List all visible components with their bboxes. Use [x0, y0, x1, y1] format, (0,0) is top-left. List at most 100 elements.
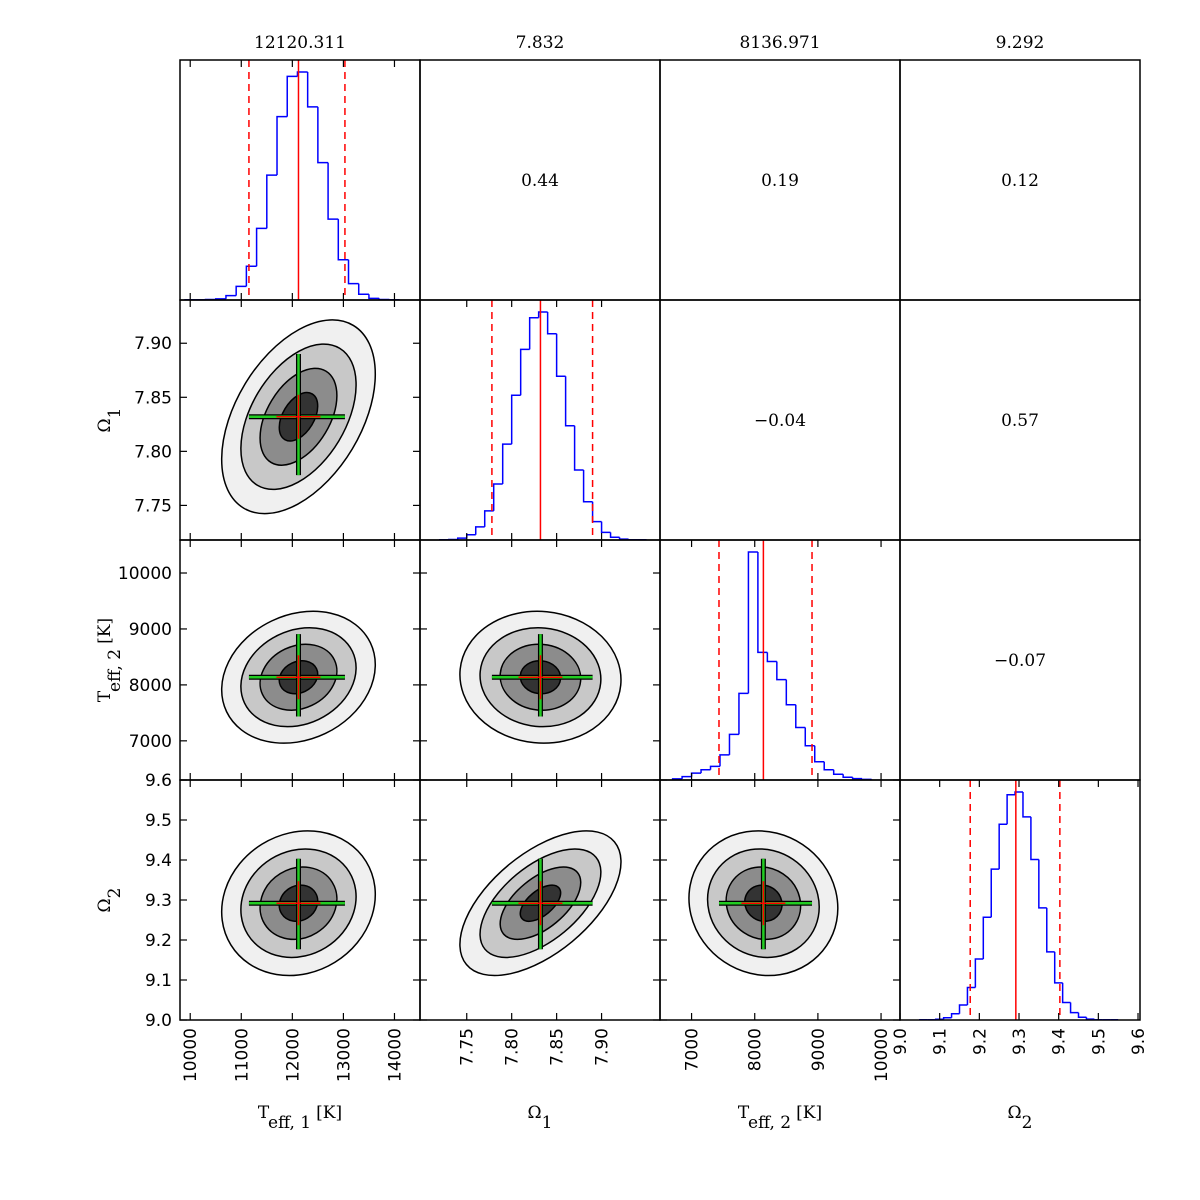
y-tick-label: 7000	[129, 732, 172, 752]
hist-step	[990, 868, 1000, 918]
correlation: 0.44	[521, 171, 559, 191]
hist-step	[681, 775, 692, 779]
hist-step	[235, 285, 247, 296]
panel-title: 8136.971	[739, 33, 820, 53]
y-tick-label: 9.4	[145, 851, 172, 871]
correlation: 0.19	[761, 171, 799, 191]
hist-step	[457, 537, 467, 540]
x-tick-label: 13000	[334, 1028, 354, 1082]
y-tick-label: 9.6	[145, 771, 172, 791]
hist-step	[861, 778, 872, 781]
label-unit: [K]	[316, 1103, 342, 1123]
hist-step	[738, 692, 749, 735]
hist-step	[942, 1016, 952, 1020]
label-base: T	[95, 690, 115, 702]
label-base: T	[258, 1103, 270, 1123]
hist-step	[286, 75, 298, 117]
hist-step	[245, 265, 257, 287]
correlation: −0.04	[754, 411, 806, 431]
x-tick-label: 7.80	[503, 1028, 523, 1066]
hist-step	[327, 162, 339, 220]
hist-step	[537, 311, 548, 318]
hist-step	[600, 521, 611, 534]
label-sub: 1	[542, 1113, 553, 1133]
hist-step	[306, 72, 318, 108]
hist-step	[776, 661, 787, 681]
hist-step	[347, 259, 359, 285]
hist-step	[1061, 982, 1071, 1004]
hist-step	[719, 754, 730, 767]
hist-step	[982, 916, 992, 959]
x-tick-label: 9.0	[891, 1028, 911, 1055]
x-tick-label: 7.75	[458, 1028, 478, 1066]
hist-step	[700, 768, 711, 774]
hist-step	[998, 823, 1008, 870]
label-sub: eff, 2	[748, 1113, 791, 1133]
label-base: Ω	[1008, 1103, 1022, 1123]
hist-step	[690, 772, 702, 777]
hist-step	[573, 425, 584, 471]
hist-step	[757, 552, 768, 654]
y-tick-label: 9.0	[145, 1011, 172, 1031]
hist-step	[582, 470, 593, 503]
label-base: T	[738, 1103, 750, 1123]
label-sub: 2	[1022, 1113, 1033, 1133]
hist-step	[832, 769, 844, 776]
hist-step	[804, 727, 815, 747]
x-tick-label: 9.4	[1050, 1028, 1070, 1055]
hist-step	[591, 501, 602, 523]
hist-step	[555, 333, 566, 377]
hist-step	[564, 376, 575, 427]
hist-step	[1077, 1012, 1087, 1018]
axis-label: Teff, 2 [K]	[95, 618, 125, 702]
y-tick-label: 9.5	[145, 811, 172, 831]
x-tick-label: 9.6	[1129, 1028, 1149, 1055]
x-tick-label: 8000	[746, 1028, 766, 1071]
label-base: Ω	[528, 1103, 542, 1123]
correlation: −0.07	[994, 651, 1046, 671]
x-tick-label: 14000	[385, 1028, 405, 1082]
hist-step	[1053, 951, 1063, 984]
y-tick-label: 9.3	[145, 891, 172, 911]
correlation: 0.57	[1001, 411, 1039, 431]
hist-step	[974, 958, 984, 988]
hist-step	[368, 294, 380, 300]
y-tick-label: 7.90	[134, 334, 172, 354]
panel-frame	[179, 59, 421, 301]
hist-step	[813, 745, 825, 763]
hist-step	[851, 777, 863, 780]
x-tick-label: 11000	[232, 1028, 252, 1082]
hist-step	[225, 294, 237, 299]
hist-step	[609, 532, 620, 538]
hist-step	[483, 510, 494, 527]
hist-step	[618, 537, 629, 540]
panel-title: 7.832	[516, 33, 565, 53]
hist-step	[1014, 791, 1023, 795]
x-tick-label: 9000	[809, 1028, 829, 1071]
hist-step	[842, 774, 853, 779]
axis-label: Teff, 1 [K]	[258, 1103, 342, 1133]
label-sub: 1	[105, 408, 125, 419]
y-tick-label: 7.85	[134, 388, 172, 408]
hist-step	[317, 106, 329, 164]
label-sub: 2	[105, 888, 125, 899]
y-tick-label: 7.75	[134, 496, 172, 516]
x-tick-label: 7.85	[548, 1028, 568, 1066]
label-sub: eff, 2	[105, 649, 125, 692]
x-tick-label: 7000	[683, 1028, 703, 1071]
hist-step	[1006, 794, 1016, 825]
hist-step	[465, 533, 476, 539]
hist-step	[266, 174, 278, 229]
hist-step	[823, 761, 834, 771]
x-tick-label: 10000	[181, 1028, 201, 1082]
hist-step	[474, 526, 485, 535]
label-base: Ω	[95, 418, 115, 432]
y-tick-label: 7.80	[134, 442, 172, 462]
axis-label: Ω2	[1008, 1103, 1033, 1133]
y-tick-label: 9000	[129, 620, 172, 640]
hist-step	[728, 733, 739, 755]
hist-step	[510, 394, 521, 445]
hist-step	[255, 227, 267, 267]
hist-step	[966, 986, 976, 1006]
